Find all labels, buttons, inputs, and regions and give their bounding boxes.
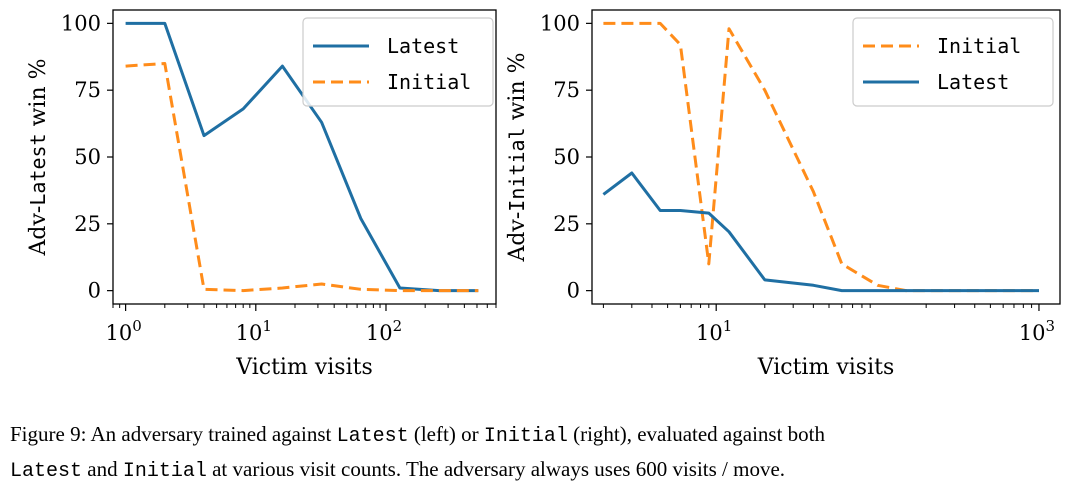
y-axis-label: Adv-Latest win % <box>26 58 51 256</box>
series-line-initial <box>125 62 479 293</box>
x-tick-base: 10 <box>1019 321 1046 345</box>
series-line-latest <box>602 171 1039 293</box>
y-tick-label: 100 <box>540 11 580 35</box>
y-tick-label: 100 <box>61 11 101 35</box>
caption-line-2: Latest and Initial at various visit coun… <box>10 453 1070 488</box>
y-tick-label: 50 <box>553 145 580 169</box>
x-tick-base: 10 <box>105 321 132 345</box>
x-axis-label: Victim visits <box>235 355 373 380</box>
legend-box <box>302 17 494 107</box>
caption-line-1: Figure 9: An adversary trained against L… <box>10 418 1070 453</box>
x-tick-exponent: 2 <box>393 317 403 335</box>
caption-text: (left) or <box>408 422 484 446</box>
y-tick-label: 25 <box>553 212 580 236</box>
x-tick-label: 101 <box>236 317 272 345</box>
y-axis-label-part: Initial <box>505 127 529 211</box>
caption-text: (right), evaluated against both <box>567 422 825 446</box>
y-tick-label: 0 <box>567 279 580 303</box>
legend-label-latest: Latest <box>387 34 459 58</box>
legend-box <box>852 17 1054 107</box>
x-tick-label: 100 <box>105 317 141 345</box>
x-tick-exponent: 1 <box>723 317 733 335</box>
caption-code-term: Initial <box>483 425 568 448</box>
y-tick-label: 50 <box>74 145 101 169</box>
legend-label-initial: Initial <box>387 70 471 94</box>
caption-text: Figure 9: An adversary trained against <box>10 422 337 446</box>
caption-text: and <box>82 457 123 481</box>
caption-code-term: Latest <box>336 425 409 448</box>
x-tick-label: 103 <box>1019 317 1055 345</box>
y-tick-label: 75 <box>553 78 580 102</box>
legend: Latest Initial <box>302 17 494 107</box>
caption-text: at various visit counts. The adversary a… <box>206 457 786 481</box>
x-tick-base: 10 <box>366 321 393 345</box>
figure-caption: Figure 9: An adversary trained against L… <box>10 418 1070 488</box>
y-axis-label-part: Adv- <box>26 206 51 257</box>
x-tick-base: 10 <box>696 321 723 345</box>
y-axis-label-part: Latest <box>26 133 50 205</box>
x-axis-label: Victim visits <box>757 355 895 380</box>
x-tick-label: 102 <box>366 317 402 345</box>
legend-label-latest: Latest <box>937 70 1009 94</box>
y-axis-label-part: win % <box>505 52 530 127</box>
y-tick-label: 75 <box>74 78 101 102</box>
y-axis-label: Adv-Initial win % <box>505 52 530 262</box>
series-line-initial <box>603 21 1039 293</box>
y-axis-label-part: win % <box>26 58 51 133</box>
y-tick-label: 0 <box>88 279 101 303</box>
series-line-latest <box>125 21 479 293</box>
legend-label-initial: Initial <box>937 34 1021 58</box>
x-tick-exponent: 1 <box>262 317 272 335</box>
x-tick-base: 10 <box>236 321 263 345</box>
x-tick-exponent: 3 <box>1046 317 1056 335</box>
x-tick-exponent: 0 <box>132 317 142 335</box>
y-tick-label: 25 <box>74 212 101 236</box>
caption-code-term: Latest <box>10 460 83 483</box>
legend: Initial Latest <box>852 17 1054 107</box>
x-tick-label: 101 <box>696 317 732 345</box>
y-axis-label-part: Adv- <box>505 212 530 263</box>
caption-code-term: Initial <box>122 460 207 483</box>
